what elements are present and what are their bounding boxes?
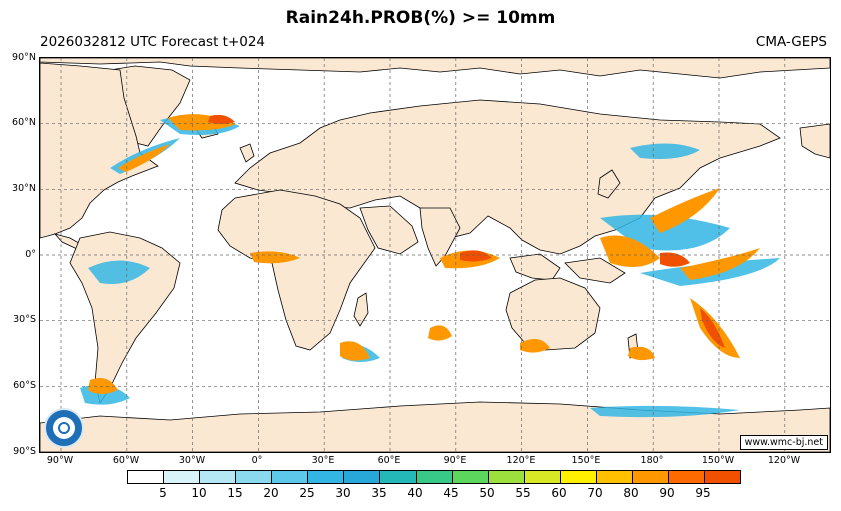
colorbar-tick-label: 15 — [227, 486, 243, 500]
colorbar-tick-label: 25 — [299, 486, 315, 500]
lon-label-30w: 30°W — [178, 455, 206, 466]
source-label: www.wmc-bj.net — [739, 435, 828, 450]
colorbar-tick-label: 60 — [551, 486, 567, 500]
map-canvas — [40, 58, 830, 452]
precip-areas — [80, 114, 780, 418]
lon-label-120e: 120°E — [506, 455, 536, 466]
lon-label-30e: 30°E — [311, 455, 335, 466]
lat-label-60s: 60°S — [13, 380, 36, 391]
colorbar-tick-label: 10 — [191, 486, 207, 500]
colorbar-tick-label: 70 — [587, 486, 603, 500]
colorbar-tick-label: 40 — [407, 486, 423, 500]
colorbar-tick-label: 20 — [263, 486, 279, 500]
colorbar-swatch — [380, 471, 417, 483]
colorbar-swatch — [236, 471, 273, 483]
colorbar-swatch — [632, 471, 669, 483]
colorbar-swatch — [272, 471, 309, 483]
lon-label-120w: 120°W — [767, 455, 801, 466]
lon-label-0: 0° — [251, 455, 263, 466]
colorbar-tick-label: 90 — [659, 486, 675, 500]
colorbar-tick-label: 55 — [515, 486, 531, 500]
lat-label-30n: 30°N — [12, 183, 36, 194]
colorbar-swatch — [705, 471, 741, 483]
lon-label-60e: 60°E — [377, 455, 401, 466]
colorbar-swatch — [344, 471, 381, 483]
model-label: CMA-GEPS — [755, 34, 827, 50]
lon-label-180: 180° — [640, 455, 664, 466]
cma-logo — [44, 408, 84, 448]
lat-label-90n: 90°N — [12, 52, 36, 63]
colorbar-swatch — [596, 471, 633, 483]
colorbar-swatch — [128, 471, 165, 483]
colorbar-tick-label: 45 — [443, 486, 459, 500]
colorbar — [127, 470, 741, 484]
colorbar-swatch — [308, 471, 345, 483]
colorbar-swatch — [416, 471, 453, 483]
colorbar-swatch — [488, 471, 525, 483]
colorbar-tick-label: 95 — [695, 486, 711, 500]
lon-label-60w: 60°W — [112, 455, 140, 466]
lat-label-90s: 90°S — [13, 446, 36, 457]
lat-label-30s: 30°S — [13, 314, 36, 325]
colorbar-tick-label: 30 — [335, 486, 351, 500]
colorbar-swatch — [164, 471, 201, 483]
colorbar-swatch — [452, 471, 489, 483]
lon-label-90e: 90°E — [443, 455, 467, 466]
colorbar-tick-label: 35 — [371, 486, 387, 500]
landmasses — [40, 58, 830, 452]
chart-title: Rain24h.PROB(%) >= 10mm — [285, 8, 556, 28]
colorbar-swatch — [560, 471, 597, 483]
lat-label-0: 0° — [25, 249, 36, 260]
colorbar-swatch — [200, 471, 237, 483]
colorbar-tick-label: 5 — [159, 486, 167, 500]
colorbar-tick-label: 50 — [479, 486, 495, 500]
lon-label-150e: 150°E — [571, 455, 601, 466]
colorbar-tick-label: 80 — [623, 486, 639, 500]
lon-label-90w: 90°W — [46, 455, 74, 466]
colorbar-swatch — [668, 471, 705, 483]
lat-label-60n: 60°N — [12, 117, 36, 128]
map-panel[interactable]: www.wmc-bj.net — [39, 57, 831, 453]
lon-label-150w: 150°W — [701, 455, 735, 466]
forecast-run-label: 2026032812 UTC Forecast t+024 — [40, 34, 266, 50]
colorbar-swatch — [524, 471, 561, 483]
